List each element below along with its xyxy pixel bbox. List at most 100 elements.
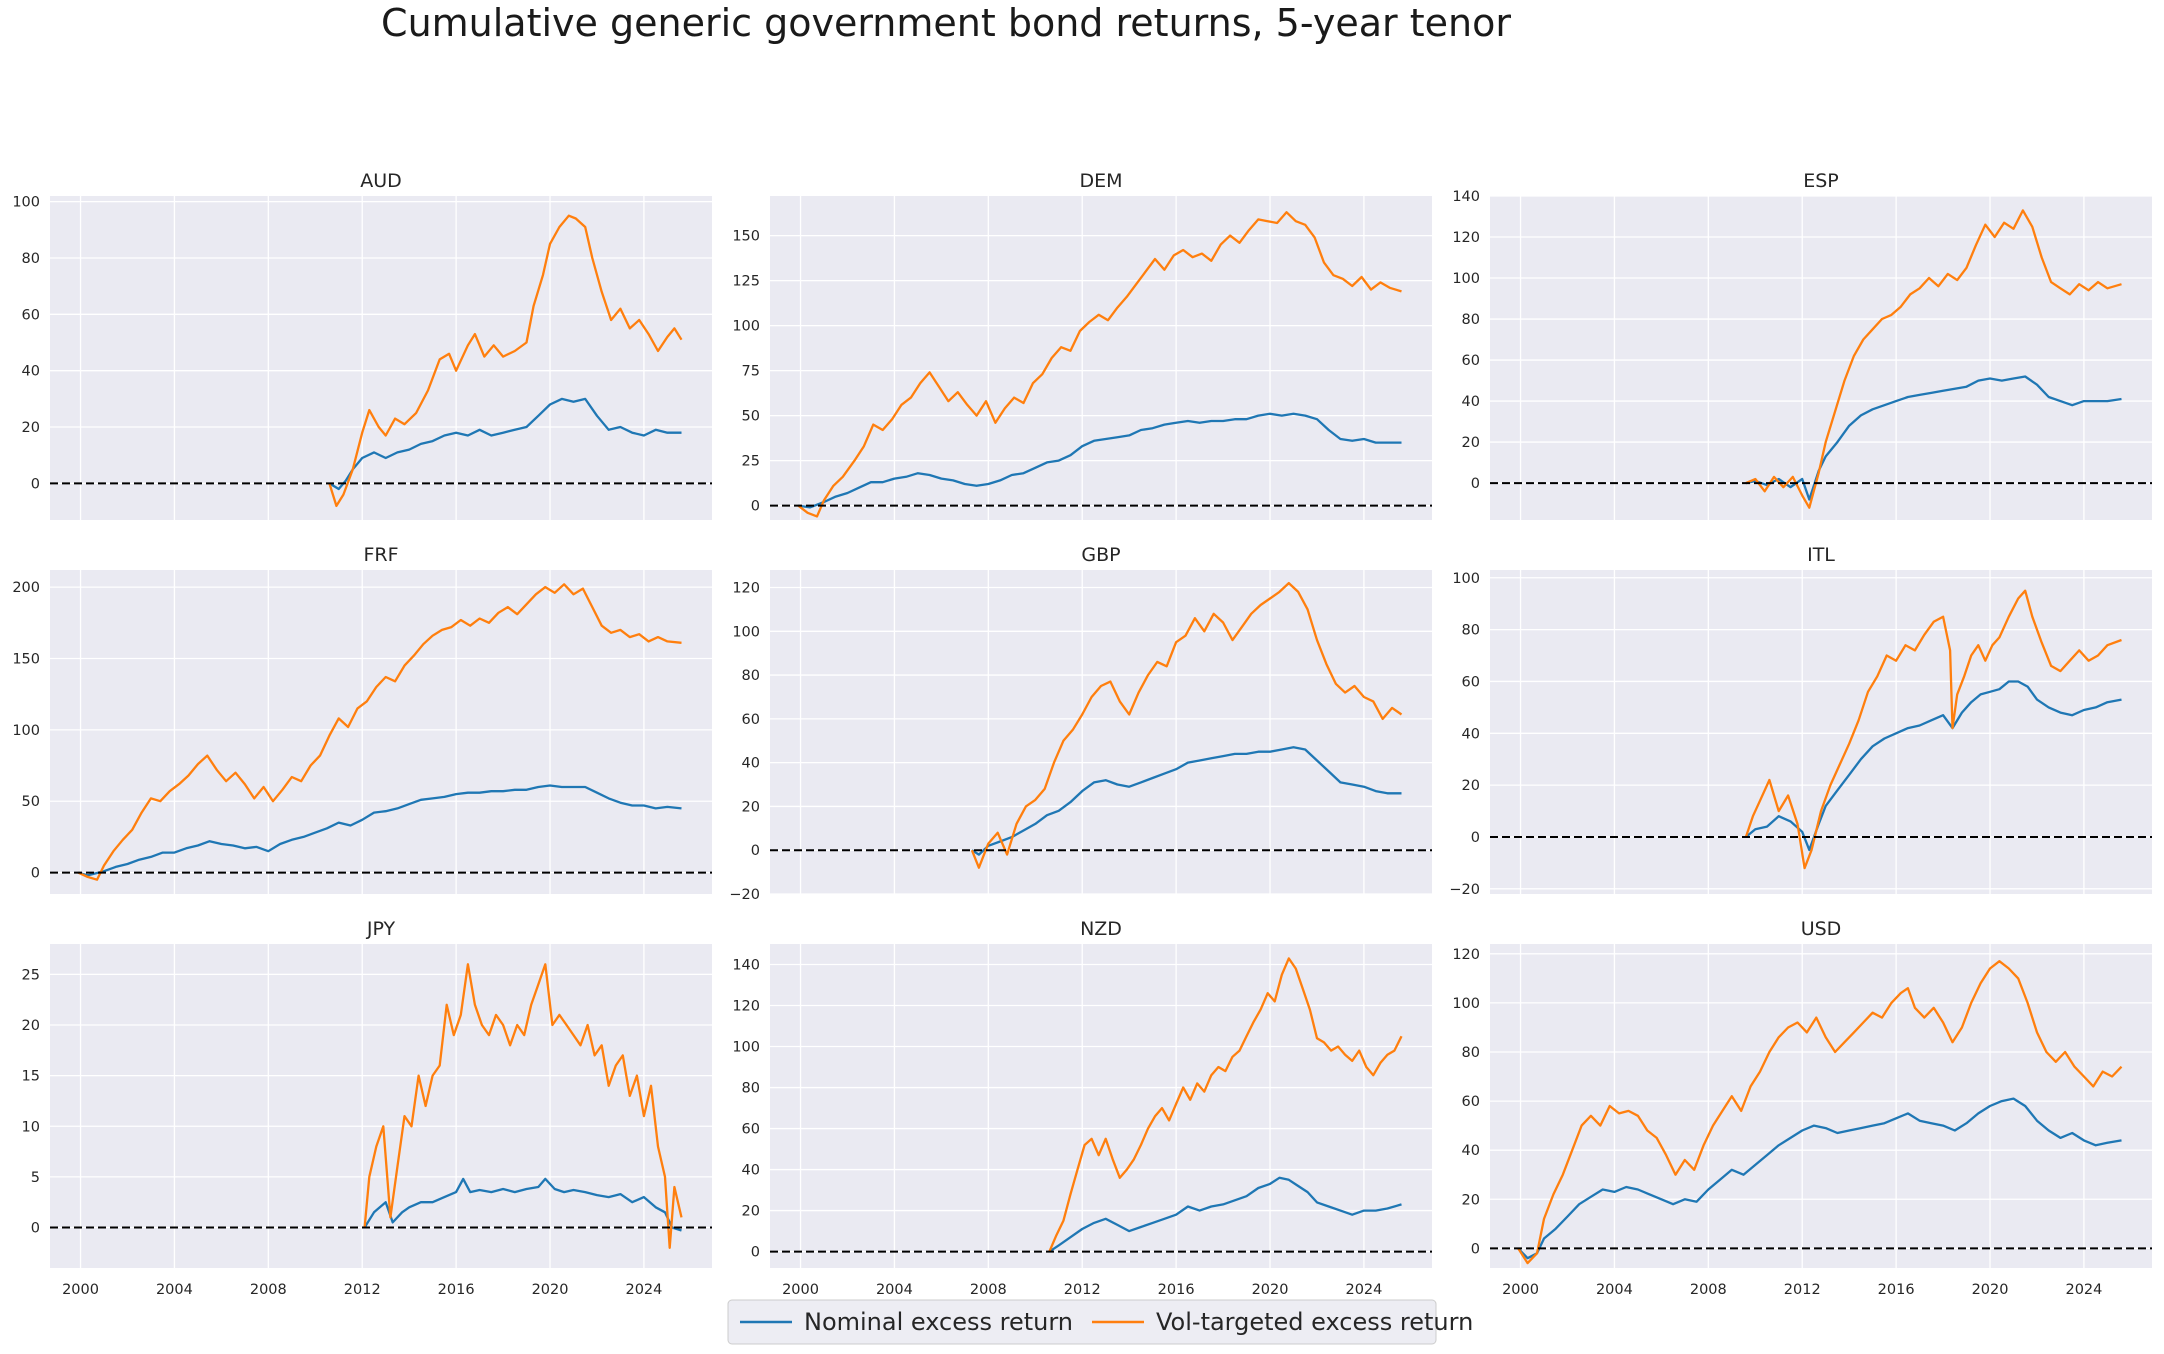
legend-nominal-label: Nominal excess return — [804, 1308, 1073, 1336]
panel-itl-series-nominal — [1745, 680, 2122, 852]
panel-frf: 0 50 100 150 200 FRF — [12, 544, 712, 894]
panel-usd-series-vol-targeted — [1517, 960, 2123, 1265]
panel-jpy-xtick-label: 2024 — [625, 1282, 662, 1298]
panel-esp-ytick-label: 100 — [1452, 271, 1480, 287]
panel-usd-xtick-label: 2000 — [1502, 1282, 1539, 1298]
panel-nzd-xtick-label: 2012 — [1064, 1282, 1101, 1298]
panel-jpy-xtick-label: 2008 — [250, 1282, 287, 1298]
panel-frf-ytick-label: 200 — [12, 580, 40, 596]
panel-frf-series-nominal — [77, 784, 682, 877]
panel-gbp-ytick-label: 20 — [742, 799, 760, 815]
panel-nzd-ytick-label: 0 — [751, 1245, 760, 1261]
panel-nzd-ytick-label: 20 — [742, 1204, 760, 1220]
panel-usd-ytick-label: 100 — [1452, 996, 1480, 1012]
panel-itl-ytick-label: 100 — [1452, 571, 1480, 587]
panel-nzd-xtick-label: 2016 — [1158, 1282, 1195, 1298]
panel-gbp-ytick-label: 100 — [732, 624, 760, 640]
panel-esp-series-vol-targeted — [1745, 209, 2122, 509]
panel-jpy-ytick-label: 20 — [22, 1018, 40, 1034]
panel-esp-series-nominal — [1745, 375, 2122, 501]
panel-gbp-title: GBP — [1081, 544, 1120, 566]
panel-itl-ytick-label: 20 — [1462, 778, 1480, 794]
panel-frf-title: FRF — [363, 544, 398, 566]
panel-grid: 020406080100AUD0255075100125150DEM020406… — [12, 170, 2152, 1298]
panel-usd-title: USD — [1801, 918, 1842, 940]
panel-itl-ytick-label: −20 — [1449, 882, 1480, 898]
panel-jpy-xtick-label: 2012 — [344, 1282, 381, 1298]
panel-gbp-series-vol-targeted — [970, 581, 1403, 869]
panel-esp-ytick-label: 20 — [1462, 435, 1480, 451]
panel-itl-title: ITL — [1807, 544, 1835, 566]
panel-itl-ytick-label: 40 — [1462, 726, 1480, 742]
panel-itl: −20 0 20 40 60 80 100 ITL — [1449, 544, 2152, 898]
panel-nzd-xtick-label: 2024 — [1345, 1282, 1382, 1298]
panel-jpy-ytick-label: 25 — [22, 967, 40, 983]
panel-dem-ytick-label: 25 — [742, 454, 760, 470]
panel-esp: 0 20 40 60 80 100 120 140 ESP — [1452, 170, 2152, 520]
panel-jpy-ytick-label: 10 — [22, 1119, 40, 1135]
panel-itl-ytick-label: 80 — [1462, 623, 1480, 639]
panel-frf-ytick-label: 150 — [12, 651, 40, 667]
panel-aud-background — [50, 196, 712, 520]
panel-nzd-series-vol-targeted — [1048, 957, 1403, 1253]
panel-dem-ytick-label: 100 — [732, 319, 760, 335]
panel-nzd-ytick-label: 80 — [742, 1081, 760, 1097]
panel-jpy-background — [50, 944, 712, 1268]
panel-jpy-series-nominal — [363, 1177, 682, 1232]
panel-itl-ytick-label: 0 — [1471, 830, 1480, 846]
panel-nzd-xtick-label: 2008 — [970, 1282, 1007, 1298]
panel-gbp-ytick-label: 0 — [751, 843, 760, 859]
panel-nzd-ytick-label: 60 — [742, 1122, 760, 1138]
panel-usd-xtick-label: 2024 — [2065, 1282, 2102, 1298]
panel-jpy-title: JPY — [366, 918, 396, 940]
legend-box — [727, 1299, 1437, 1345]
panel-jpy-series-vol-targeted — [363, 963, 683, 1249]
panel-gbp-series-nominal — [971, 746, 1402, 856]
panel-usd-ytick-label: 120 — [1452, 947, 1480, 963]
panel-dem-series-nominal — [798, 412, 1402, 509]
panel-aud-ytick-label: 100 — [12, 195, 40, 211]
panel-aud-series-vol-targeted — [328, 214, 683, 508]
panel-usd-xtick-label: 2012 — [1784, 1282, 1821, 1298]
panel-nzd-ytick-label: 100 — [732, 1040, 760, 1056]
panel-jpy-ytick-label: 0 — [31, 1221, 40, 1237]
panel-jpy-ytick-label: 5 — [31, 1170, 40, 1186]
panel-usd-ytick-label: 80 — [1462, 1045, 1480, 1061]
panel-dem: 0 25 50 75 100 125 150 DEM — [732, 170, 1432, 520]
panel-frf-ytick-label: 50 — [22, 794, 40, 810]
panel-usd-xtick-label: 2020 — [1972, 1282, 2009, 1298]
panel-nzd-ytick-label: 120 — [732, 999, 760, 1015]
panel-gbp-ytick-label: 120 — [732, 581, 760, 597]
panel-nzd-ytick-label: 140 — [732, 958, 760, 974]
panel-nzd-ytick-label: 40 — [742, 1163, 760, 1179]
panel-nzd-xtick-label: 2000 — [782, 1282, 819, 1298]
panel-aud-ytick-label: 60 — [22, 307, 40, 323]
panel-nzd-xtick-label: 2004 — [876, 1282, 913, 1298]
legend-vol-targeted-label: Vol-targeted excess return — [1156, 1308, 1473, 1336]
panel-itl-ytick-label: 60 — [1462, 674, 1480, 690]
panel-esp-ytick-label: 80 — [1462, 312, 1480, 328]
panel-jpy: 0 5 10 15 20 25 JPY 2000 2004 2008 2012 2016 2020 202… — [22, 918, 712, 1298]
legend: Nominal excess return Vol-targeted exces… — [727, 1299, 1473, 1345]
panel-dem-ytick-label: 50 — [742, 409, 760, 425]
panel-dem-ytick-label: 125 — [732, 274, 760, 290]
panel-dem-ytick-label: 75 — [742, 364, 760, 380]
panel-gbp-ytick-label: 40 — [742, 756, 760, 772]
panel-aud: 0 20 40 60 80 100 AUD — [12, 170, 712, 520]
panel-esp-title: ESP — [1803, 170, 1839, 192]
panel-dem-series-vol-targeted — [797, 211, 1402, 518]
panel-frf-ytick-label: 100 — [12, 723, 40, 739]
panel-jpy-xtick-label: 2000 — [62, 1282, 99, 1298]
panel-usd-ytick-label: 20 — [1462, 1192, 1480, 1208]
panel-jpy-xtick-label: 2020 — [532, 1282, 569, 1298]
panel-gbp-background — [770, 570, 1432, 894]
panel-frf-ytick-label: 0 — [31, 866, 40, 882]
panel-gbp-ytick-label: 60 — [742, 712, 760, 728]
panel-aud-series-nominal — [328, 397, 682, 491]
panel-dem-title: DEM — [1079, 170, 1122, 192]
panel-usd-series-nominal — [1517, 1097, 2122, 1260]
panel-usd-xtick-label: 2008 — [1690, 1282, 1727, 1298]
panel-esp-ytick-label: 120 — [1452, 230, 1480, 246]
panel-jpy-xtick-label: 2004 — [156, 1282, 193, 1298]
panel-frf-background — [50, 570, 712, 894]
